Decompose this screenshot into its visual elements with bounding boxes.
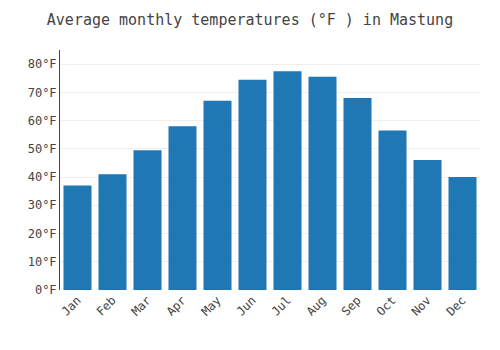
- svg-text:Jan: Jan: [59, 293, 84, 318]
- svg-text:70°F: 70°F: [28, 86, 57, 100]
- svg-text:30°F: 30°F: [28, 198, 57, 212]
- svg-text:Jul: Jul: [269, 293, 294, 318]
- svg-text:Jun: Jun: [234, 293, 259, 318]
- svg-text:Apr: Apr: [164, 293, 189, 318]
- svg-text:50°F: 50°F: [28, 142, 57, 156]
- svg-text:40°F: 40°F: [28, 170, 57, 184]
- svg-text:0°F: 0°F: [35, 283, 57, 297]
- svg-text:80°F: 80°F: [28, 57, 57, 71]
- svg-text:60°F: 60°F: [28, 114, 57, 128]
- svg-text:Average monthly temperatures (: Average monthly temperatures (°F ) in Ma…: [47, 11, 453, 29]
- svg-text:20°F: 20°F: [28, 227, 57, 241]
- svg-text:Mar: Mar: [129, 293, 154, 318]
- svg-text:Dec: Dec: [444, 293, 469, 318]
- svg-text:10°F: 10°F: [28, 255, 57, 269]
- svg-text:May: May: [199, 293, 224, 318]
- svg-text:Oct: Oct: [374, 293, 399, 318]
- svg-text:Aug: Aug: [304, 293, 329, 318]
- svg-text:Nov: Nov: [409, 293, 434, 318]
- svg-text:Feb: Feb: [94, 293, 119, 318]
- svg-text:Sep: Sep: [339, 293, 364, 318]
